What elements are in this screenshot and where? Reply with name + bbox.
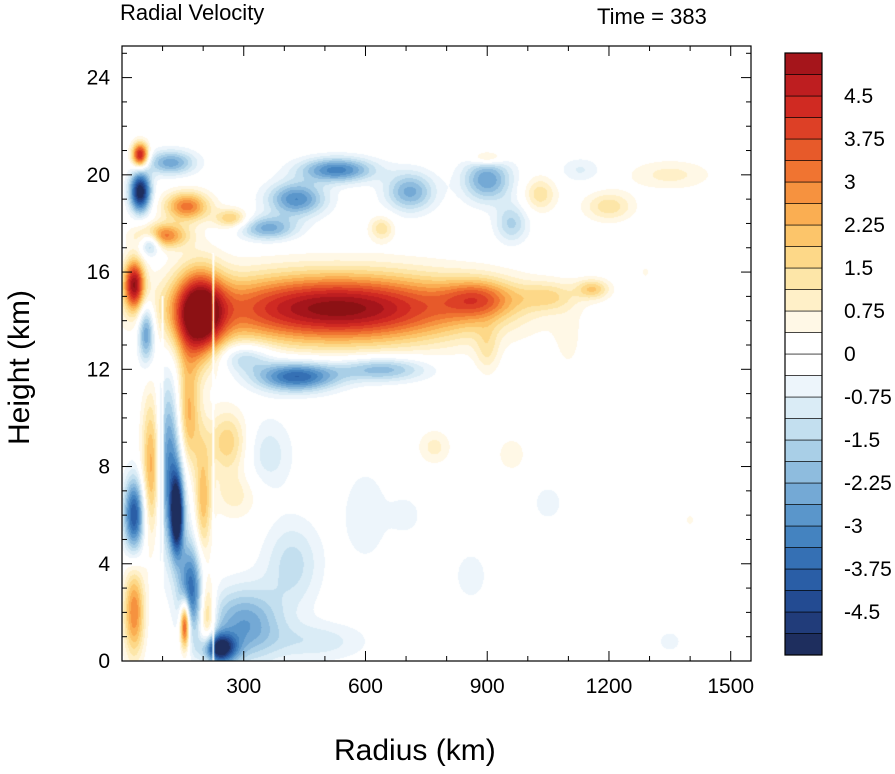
- x-axis-label: Radius (km): [334, 734, 496, 767]
- colorbar-label: 4.5: [844, 85, 873, 108]
- colorbar-swatch: [784, 633, 823, 656]
- colorbar-label: -1.5: [844, 429, 880, 452]
- chart-title: Radial Velocity: [120, 0, 265, 25]
- axes: 300 600 900 1200 1500 0 4 8 12 16 20 24: [87, 45, 754, 698]
- colorbar-label: 0: [844, 343, 856, 366]
- y-tick-label: 12: [87, 358, 110, 381]
- y-tick-label: 0: [98, 650, 110, 673]
- x-tick-label: 300: [226, 675, 261, 698]
- x-tick-label: 900: [470, 675, 505, 698]
- y-tick-label: 4: [98, 553, 110, 576]
- colorbar-swatch: [784, 418, 823, 441]
- colorbar-swatch: [784, 568, 823, 591]
- colorbar-swatch: [784, 375, 823, 398]
- x-tick-label: 1500: [707, 675, 754, 698]
- y-tick-label: 20: [87, 164, 110, 187]
- y-tick-label: 24: [87, 67, 111, 90]
- colorbar-swatch: [784, 289, 823, 312]
- colorbar-swatch: [784, 267, 823, 290]
- colorbar-label: 2.25: [844, 214, 885, 237]
- colorbar-swatch: [784, 246, 823, 269]
- colorbar-label: 3.75: [844, 128, 885, 151]
- colorbar-frame: [784, 52, 823, 656]
- chart-time-label: Time = 383: [597, 4, 707, 29]
- colorbar-swatch: [784, 52, 823, 75]
- colorbar-label: 3: [844, 171, 856, 194]
- colorbar-label: -3: [844, 515, 863, 538]
- colorbar-swatch: [784, 504, 823, 527]
- colorbar-swatch: [784, 160, 823, 183]
- colorbar-label: -2.25: [844, 472, 892, 495]
- colorbar-swatch: [784, 224, 823, 247]
- x-tick-label: 600: [348, 675, 383, 698]
- colorbar-swatch: [784, 461, 823, 484]
- colorbar-label: -0.75: [844, 386, 892, 409]
- colorbar-swatch: [784, 482, 823, 505]
- colorbar-swatch: [784, 439, 823, 462]
- colorbar-swatch: [784, 181, 823, 204]
- colorbar-swatch: [784, 117, 823, 140]
- colorbar-swatch: [784, 611, 823, 634]
- x-tick-label: 1200: [586, 675, 633, 698]
- colorbar-swatch: [784, 525, 823, 548]
- colorbar-swatch: [784, 310, 823, 333]
- y-tick-label: 8: [98, 456, 110, 479]
- colorbar-swatch: [784, 332, 823, 355]
- colorbar-swatch: [784, 590, 823, 613]
- heatmap-image: [122, 46, 751, 661]
- colorbar-swatch: [784, 138, 823, 161]
- plot-frame: [121, 45, 752, 662]
- colorbar-label: -3.75: [844, 558, 892, 581]
- colorbar-label: 0.75: [844, 300, 885, 323]
- colorbar-swatch: [784, 95, 823, 118]
- colorbar-label: 1.5: [844, 257, 873, 280]
- colorbar-label: -4.5: [844, 601, 880, 624]
- heatmap-layer: [122, 46, 751, 661]
- colorbar-swatch: [784, 74, 823, 97]
- colorbar-swatch: [784, 547, 823, 570]
- colorbar-swatch: [784, 396, 823, 419]
- colorbar: 4.5 3.75 3 2.25 1.5 0.75 0 -0.75 -1.5 -2.25 -3 -3.7…: [784, 52, 892, 656]
- colorbar-swatch: [784, 203, 823, 226]
- y-tick-label: 16: [87, 261, 110, 284]
- colorbar-swatch: [784, 353, 823, 376]
